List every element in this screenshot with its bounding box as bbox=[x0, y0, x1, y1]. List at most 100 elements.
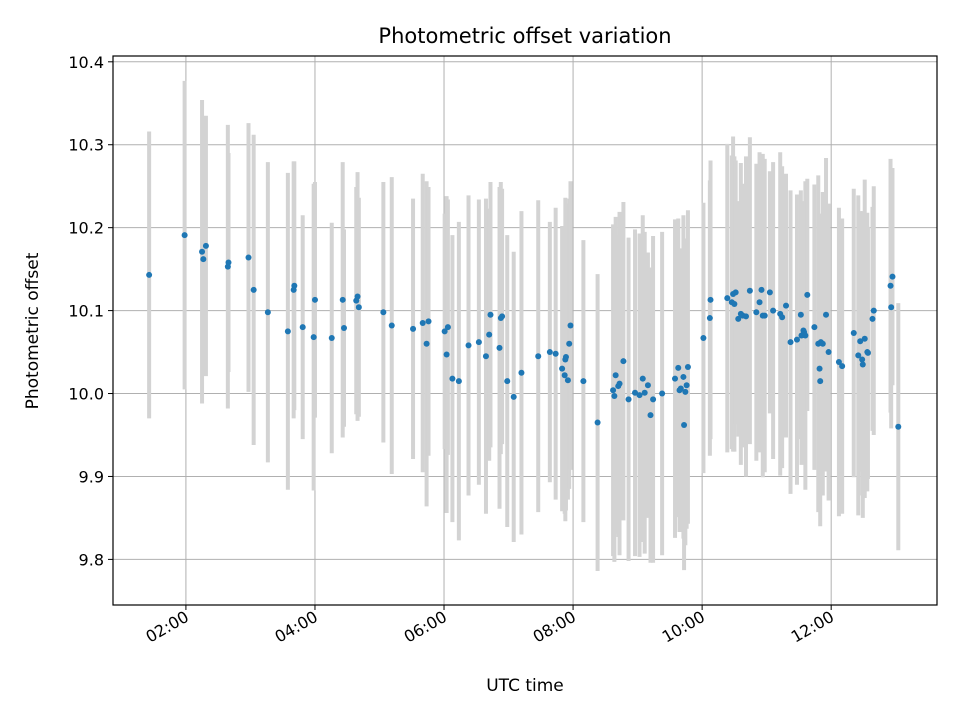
data-point bbox=[753, 309, 760, 316]
data-point bbox=[567, 322, 574, 329]
x-tick-label: 02:00 bbox=[142, 607, 191, 647]
data-point bbox=[311, 296, 318, 303]
data-point bbox=[724, 295, 731, 302]
data-point bbox=[625, 396, 632, 403]
data-point bbox=[594, 419, 601, 426]
data-point bbox=[819, 340, 826, 347]
y-axis-ticks: 9.8 9.9 10.0 10.1 10.2 10.3 10.4 bbox=[68, 53, 113, 569]
data-point bbox=[566, 340, 573, 347]
data-point bbox=[616, 380, 623, 387]
y-tick-label: 9.8 bbox=[79, 550, 104, 569]
y-tick-label: 10.1 bbox=[68, 302, 104, 321]
data-point bbox=[857, 338, 864, 345]
data-point bbox=[444, 324, 451, 331]
data-point bbox=[731, 300, 738, 307]
x-tick-label: 10:00 bbox=[659, 607, 708, 647]
data-point bbox=[641, 389, 648, 396]
data-point bbox=[770, 307, 777, 314]
data-point bbox=[564, 377, 571, 384]
data-point bbox=[299, 324, 306, 331]
data-point bbox=[895, 423, 902, 430]
data-point bbox=[496, 344, 503, 351]
data-point bbox=[610, 387, 617, 394]
data-point bbox=[680, 373, 687, 380]
data-point bbox=[443, 351, 450, 358]
data-point bbox=[449, 375, 456, 382]
data-point bbox=[766, 289, 773, 296]
data-point bbox=[636, 392, 643, 399]
data-point bbox=[291, 282, 298, 289]
data-point bbox=[559, 365, 566, 372]
x-tick-label: 08:00 bbox=[530, 607, 579, 647]
data-point bbox=[864, 349, 871, 356]
data-point bbox=[888, 304, 895, 311]
data-point bbox=[639, 375, 646, 382]
data-point bbox=[561, 372, 568, 379]
data-point bbox=[562, 354, 569, 361]
data-point bbox=[677, 385, 684, 392]
plot-frame bbox=[112, 55, 938, 606]
data-point bbox=[423, 340, 430, 347]
data-point bbox=[804, 291, 811, 298]
data-point bbox=[284, 328, 291, 335]
data-point bbox=[839, 363, 846, 370]
data-point bbox=[310, 334, 317, 341]
data-point bbox=[535, 353, 542, 360]
chart-title: Photometric offset variation bbox=[378, 24, 671, 48]
data-point bbox=[199, 248, 206, 255]
data-point bbox=[823, 311, 830, 318]
data-point bbox=[861, 335, 868, 342]
data-point bbox=[672, 375, 679, 382]
data-point bbox=[735, 315, 742, 322]
data-point bbox=[802, 332, 809, 339]
data-point bbox=[732, 289, 739, 296]
data-point bbox=[783, 302, 790, 309]
data-point bbox=[887, 282, 894, 289]
data-point bbox=[855, 352, 862, 359]
data-point bbox=[486, 331, 493, 338]
data-point bbox=[200, 256, 207, 263]
data-point bbox=[250, 286, 257, 293]
data-point bbox=[743, 313, 750, 320]
x-axis-ticks: 02:00 04:00 06:00 08:00 10:00 12:00 bbox=[142, 605, 837, 647]
data-point bbox=[659, 390, 666, 397]
data-point bbox=[761, 312, 768, 319]
data-point bbox=[504, 378, 511, 385]
data-point bbox=[816, 365, 823, 372]
data-point bbox=[850, 329, 857, 336]
data-point bbox=[499, 313, 506, 320]
x-axis-label: UTC time bbox=[486, 676, 564, 696]
data-point bbox=[682, 388, 689, 395]
data-point bbox=[264, 309, 271, 316]
data-point bbox=[787, 339, 794, 346]
data-point bbox=[700, 334, 707, 341]
y-tick-label: 10.4 bbox=[68, 53, 104, 72]
data-point bbox=[339, 296, 346, 303]
data-point bbox=[707, 296, 714, 303]
data-point bbox=[683, 382, 690, 389]
data-point bbox=[225, 259, 232, 266]
data-point bbox=[410, 325, 417, 332]
data-point bbox=[681, 422, 688, 429]
data-point bbox=[859, 356, 866, 363]
data-point bbox=[518, 369, 525, 376]
data-point bbox=[455, 378, 462, 385]
data-point bbox=[758, 286, 765, 293]
data-point bbox=[482, 353, 489, 360]
data-point bbox=[611, 393, 618, 400]
data-point bbox=[684, 363, 691, 370]
y-tick-label: 10.3 bbox=[68, 136, 104, 155]
data-point bbox=[388, 322, 395, 329]
data-point bbox=[341, 325, 348, 332]
data-point bbox=[793, 336, 800, 343]
data-point bbox=[870, 307, 877, 314]
data-point bbox=[354, 293, 361, 300]
y-axis-label: Photometric offset bbox=[23, 252, 43, 409]
data-point bbox=[756, 299, 763, 306]
data-point bbox=[835, 359, 842, 366]
data-point bbox=[675, 364, 682, 371]
data-point bbox=[475, 339, 482, 346]
data-point bbox=[817, 378, 824, 385]
data-point bbox=[612, 372, 619, 379]
